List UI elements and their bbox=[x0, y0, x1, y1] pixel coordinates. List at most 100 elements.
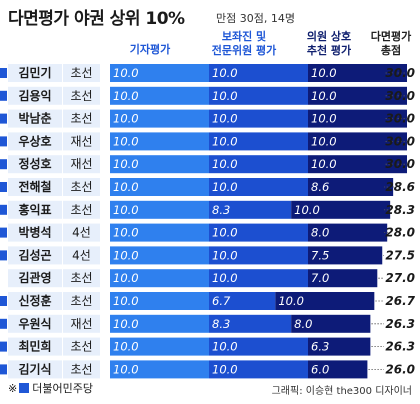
bar-segment-self bbox=[110, 155, 209, 174]
bar-value-aide: 10.0 bbox=[212, 180, 238, 194]
bar-value-self: 10.0 bbox=[113, 203, 139, 217]
legislator-name: 박병석 bbox=[18, 225, 51, 240]
bar-segment-aide bbox=[209, 86, 308, 105]
term-label: 초선 bbox=[70, 180, 92, 194]
bar-value-aide: 10.0 bbox=[212, 66, 238, 80]
legend-note-mark: ※ bbox=[8, 382, 18, 395]
name-cell bbox=[8, 178, 62, 196]
total-score: 30.0 bbox=[385, 157, 415, 171]
bar-value-peer: 7.0 bbox=[311, 271, 329, 285]
bar-value-peer: 10.0 bbox=[311, 66, 337, 80]
term-cell bbox=[63, 155, 100, 174]
party-marker bbox=[0, 136, 7, 147]
total-score: 28.3 bbox=[385, 203, 415, 217]
name-cell bbox=[8, 200, 62, 219]
bar-value-self: 10.0 bbox=[113, 134, 139, 148]
bar-value-peer: 10.0 bbox=[311, 112, 337, 126]
bar-segment-self bbox=[110, 360, 209, 379]
total-score: 30.0 bbox=[385, 89, 415, 103]
bar-value-aide: 10.0 bbox=[212, 271, 238, 285]
bar-value-self: 10.0 bbox=[113, 226, 139, 240]
bar-segment-aide bbox=[209, 109, 308, 128]
bar-segment-aide bbox=[209, 337, 308, 356]
term-label: 초선 bbox=[70, 340, 92, 354]
term-cell bbox=[63, 86, 100, 105]
bar-segment-self bbox=[110, 132, 209, 151]
total-score: 30.0 bbox=[385, 134, 415, 148]
bar-segment-self bbox=[110, 246, 209, 265]
bar-segment-self bbox=[110, 314, 209, 333]
bar-segment-self bbox=[110, 109, 209, 128]
bar-value-self: 10.0 bbox=[113, 271, 139, 285]
party-marker bbox=[0, 204, 7, 215]
legislator-name: 김관영 bbox=[18, 270, 51, 285]
bar-value-peer: 8.6 bbox=[311, 180, 329, 194]
bar-value-aide: 10.0 bbox=[212, 134, 238, 148]
term-cell bbox=[63, 246, 100, 265]
bar-segment-peer bbox=[275, 292, 375, 310]
table-row: 우상호 재선 10.0 10.0 10.0 30.0 bbox=[0, 132, 415, 151]
term-cell bbox=[63, 109, 100, 128]
party-marker bbox=[0, 90, 7, 101]
legislator-name: 김기식 bbox=[18, 361, 51, 376]
term-label: 초선 bbox=[70, 203, 92, 217]
name-cell bbox=[8, 246, 62, 265]
bar-value-self: 10.0 bbox=[113, 294, 139, 308]
bar-value-aide: 10.0 bbox=[212, 248, 238, 262]
bar-segment-self bbox=[110, 223, 209, 242]
column-header-aide: 보좌진 및 전문위원 평가 bbox=[211, 30, 277, 57]
term-cell bbox=[63, 360, 100, 379]
term-cell bbox=[63, 269, 100, 288]
table-row: 우원식 재선 10.0 8.3 8.0 26.3 bbox=[0, 314, 415, 333]
table-row: 김기식 초선 10.0 10.0 6.0 26.0 bbox=[0, 360, 415, 379]
bar-value-aide: 6.7 bbox=[212, 294, 231, 308]
term-cell bbox=[63, 337, 100, 356]
table-row: 홍익표 초선 10.0 8.3 10.0 28.3 bbox=[0, 200, 415, 219]
bar-value-aide: 10.0 bbox=[212, 112, 238, 126]
bar-segment-self bbox=[110, 64, 209, 82]
party-marker bbox=[0, 182, 7, 192]
name-cell bbox=[8, 223, 62, 242]
name-cell bbox=[8, 314, 62, 333]
table-row: 김성곤 4선 10.0 10.0 7.5 27.5 bbox=[0, 246, 415, 265]
party-marker bbox=[0, 341, 7, 352]
table-row: 신정훈 초선 10.0 6.7 10.0 26.7 bbox=[0, 292, 416, 310]
bar-value-self: 10.0 bbox=[113, 180, 139, 194]
bar-value-peer: 7.5 bbox=[311, 248, 329, 262]
name-cell bbox=[8, 86, 62, 105]
total-score: 27.0 bbox=[385, 271, 415, 285]
term-label: 재선 bbox=[70, 134, 92, 148]
legislator-name: 최민희 bbox=[18, 339, 51, 354]
name-cell bbox=[8, 132, 62, 151]
legend-swatch bbox=[19, 383, 30, 393]
bar-segment-peer bbox=[291, 200, 391, 219]
bar-value-aide: 10.0 bbox=[212, 340, 238, 354]
name-cell bbox=[8, 64, 62, 82]
table-row: 전해철 초선 10.0 10.0 8.6 28.6 bbox=[0, 178, 415, 196]
legend: ※ 더불어민주당 bbox=[8, 380, 93, 396]
table-row: 박병석 4선 10.0 10.0 8.0 28.0 bbox=[0, 223, 415, 242]
bar-segment-peer bbox=[308, 155, 407, 174]
bar-segment-peer bbox=[308, 223, 388, 242]
bar-segment-aide bbox=[209, 200, 292, 219]
total-score: 27.5 bbox=[385, 248, 415, 262]
bar-value-peer: 10.0 bbox=[278, 294, 304, 308]
total-score: 30.0 bbox=[385, 112, 415, 126]
total-score: 30.0 bbox=[385, 66, 415, 80]
term-label: 4선 bbox=[72, 248, 91, 262]
name-cell bbox=[8, 360, 62, 379]
bar-segment-aide bbox=[209, 223, 308, 242]
bar-value-aide: 10.0 bbox=[212, 362, 238, 376]
term-label: 초선 bbox=[70, 112, 92, 126]
name-cell bbox=[8, 155, 62, 174]
term-cell bbox=[63, 132, 100, 151]
bar-segment-self bbox=[110, 200, 209, 219]
term-label: 초선 bbox=[70, 66, 92, 80]
bar-segment-self bbox=[110, 269, 209, 288]
column-header-total: 다면평가 총점 bbox=[370, 30, 412, 57]
table-row: 김민기 초선 10.0 10.0 10.0 30.0 bbox=[0, 64, 415, 82]
party-marker bbox=[0, 250, 7, 261]
legend-label: 더불어민주당 bbox=[32, 382, 93, 395]
bar-value-peer: 10.0 bbox=[294, 203, 320, 217]
bar-value-peer: 10.0 bbox=[311, 134, 337, 148]
